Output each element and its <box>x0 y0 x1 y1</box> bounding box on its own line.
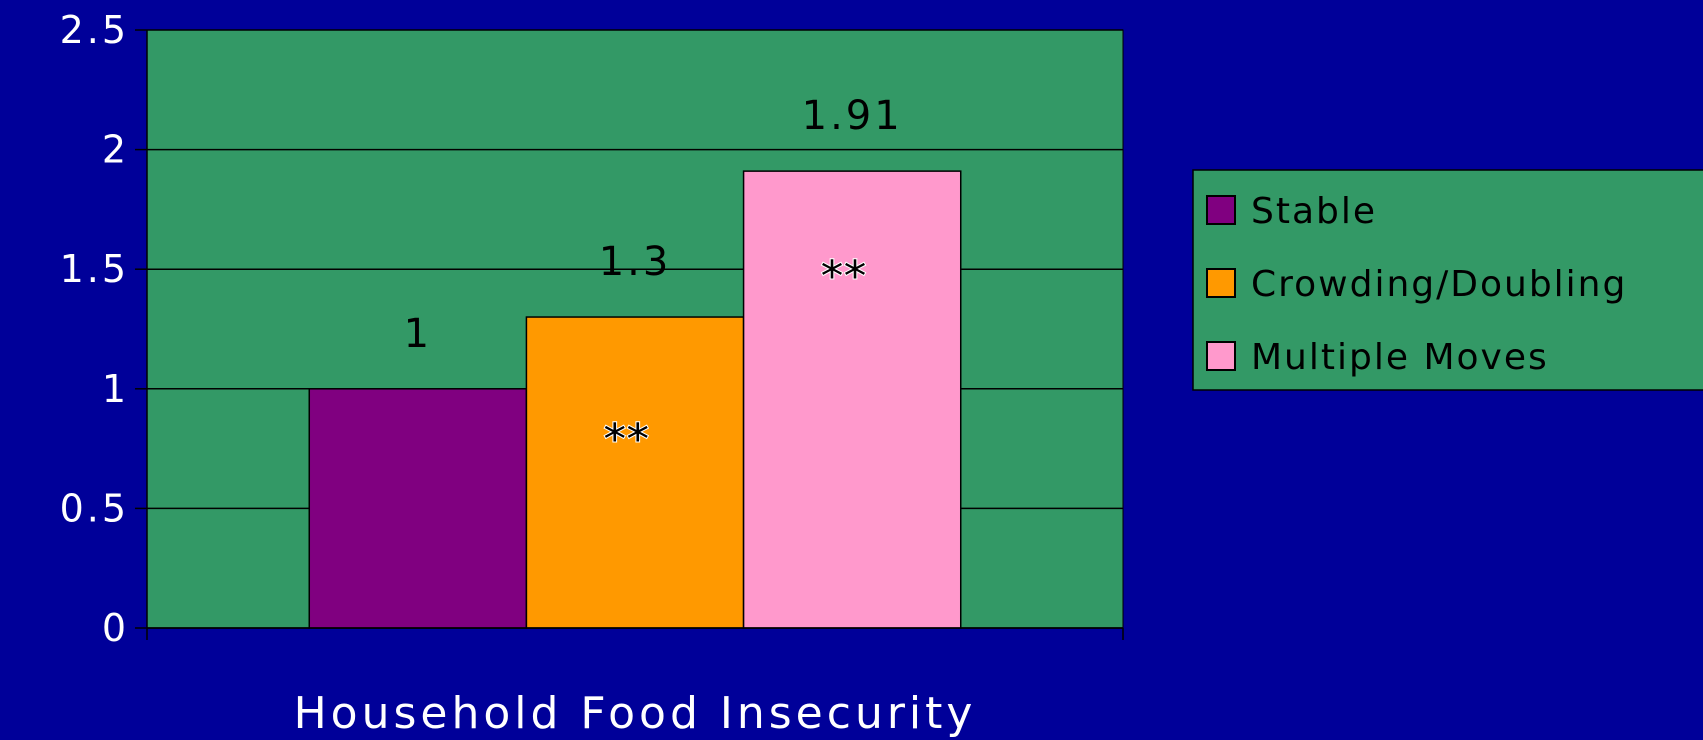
y-tick-label: 0.5 <box>60 486 129 530</box>
bar-crowding-doubling <box>525 316 745 629</box>
data-label: 1 <box>404 311 432 357</box>
y-tick-label: 2.5 <box>60 8 129 52</box>
legend-swatch <box>1206 341 1236 371</box>
y-tick-labels: 0 0.5 1 1.5 2 2.5 <box>60 8 129 650</box>
bar-stable <box>308 388 528 629</box>
significance-marker: ** <box>603 414 649 465</box>
y-tick-label: 1.5 <box>60 247 129 291</box>
axes <box>135 29 1124 640</box>
bars <box>308 170 962 629</box>
data-labels: 1 1.3 ** 1.91 ** <box>404 93 903 465</box>
data-label: 1.91 <box>802 93 903 139</box>
y-tick-label: 0 <box>102 606 129 650</box>
legend-label: Stable <box>1251 191 1377 232</box>
y-tick-label: 1 <box>102 367 129 411</box>
legend: Stable Crowding/Doubling Multiple Moves <box>1192 169 1703 391</box>
legend-swatch <box>1206 268 1236 298</box>
x-axis-label: Household Food Insecurity <box>294 688 977 739</box>
y-tick-label: 2 <box>102 128 129 172</box>
legend-swatch <box>1206 195 1236 225</box>
legend-label: Multiple Moves <box>1251 337 1549 378</box>
bar-multiple-moves <box>742 170 962 629</box>
significance-marker: ** <box>820 251 866 302</box>
data-label: 1.3 <box>599 239 672 285</box>
legend-label: Crowding/Doubling <box>1251 264 1627 305</box>
legend-box <box>1192 169 1703 391</box>
